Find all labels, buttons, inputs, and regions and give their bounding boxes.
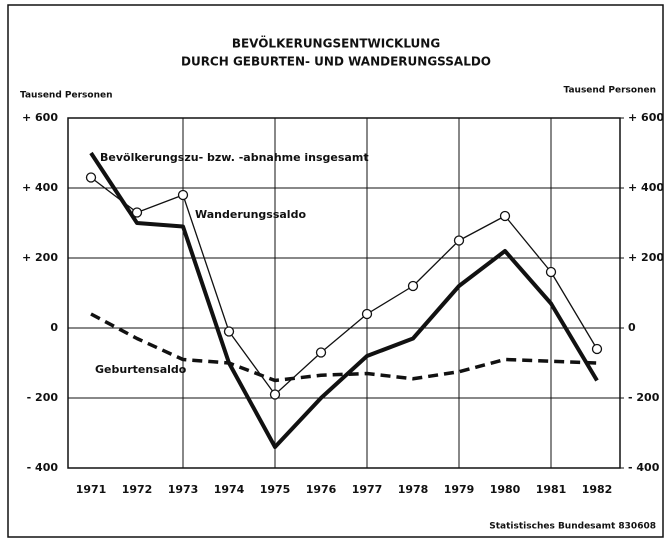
series-label: Wanderungssaldo bbox=[195, 208, 306, 221]
y2-tick-label: + 600 bbox=[628, 111, 664, 124]
y2-tick-label: + 200 bbox=[628, 251, 664, 264]
series-line bbox=[90, 176, 598, 396]
x-tick-label: 1981 bbox=[536, 483, 567, 496]
y-axis-label: Tausend Personen bbox=[20, 91, 113, 101]
x-tick-label: 1974 bbox=[214, 483, 245, 496]
marker bbox=[499, 210, 511, 222]
marker bbox=[131, 207, 143, 218]
y2-tick-label: - 200 bbox=[628, 391, 660, 404]
x-tick-label: 1972 bbox=[122, 483, 153, 496]
x-tick-label: 1980 bbox=[490, 483, 521, 496]
series-line bbox=[90, 312, 598, 383]
y2-tick-label: 0 bbox=[628, 321, 636, 334]
marker bbox=[407, 280, 419, 292]
y2-tick-label: - 400 bbox=[628, 461, 660, 474]
y2-axis-label: Tausend Personen bbox=[563, 86, 656, 96]
x-tick-label: 1978 bbox=[398, 483, 429, 496]
marker bbox=[269, 389, 281, 400]
x-tick-label: 1977 bbox=[352, 483, 383, 496]
x-tick-label: 1982 bbox=[582, 483, 613, 496]
marker bbox=[315, 347, 327, 358]
marker bbox=[177, 189, 189, 201]
y-tick-label: + 200 bbox=[22, 251, 58, 264]
chart-title: BEVÖLKERUNGSENTWICKLUNG bbox=[232, 36, 440, 51]
y-tick-label: + 600 bbox=[22, 111, 58, 124]
x-tick-label: 1979 bbox=[444, 483, 475, 496]
chart-subtitle: DURCH GEBURTEN- UND WANDERUNGSSALDO bbox=[181, 55, 491, 69]
marker bbox=[85, 172, 97, 183]
y2-tick-label: + 400 bbox=[628, 181, 664, 194]
marker bbox=[453, 235, 465, 246]
marker bbox=[223, 326, 235, 337]
y-tick-label: - 400 bbox=[27, 461, 59, 474]
x-tick-label: 1975 bbox=[260, 483, 291, 496]
y-tick-label: 0 bbox=[50, 321, 58, 334]
x-tick-label: 1971 bbox=[76, 483, 107, 496]
y-tick-label: - 200 bbox=[27, 391, 59, 404]
y-tick-label: + 400 bbox=[22, 181, 58, 194]
x-tick-label: 1976 bbox=[306, 483, 337, 496]
marker bbox=[591, 343, 603, 355]
marker bbox=[361, 308, 373, 320]
marker bbox=[545, 266, 557, 278]
series-label: Geburtensaldo bbox=[95, 363, 187, 376]
series-label: Bevölkerungszu- bzw. -abnahme insgesamt bbox=[100, 151, 369, 164]
source: Statistisches Bundesamt 830608 bbox=[489, 522, 656, 532]
x-tick-label: 1973 bbox=[168, 483, 199, 496]
series-line bbox=[89, 151, 599, 449]
